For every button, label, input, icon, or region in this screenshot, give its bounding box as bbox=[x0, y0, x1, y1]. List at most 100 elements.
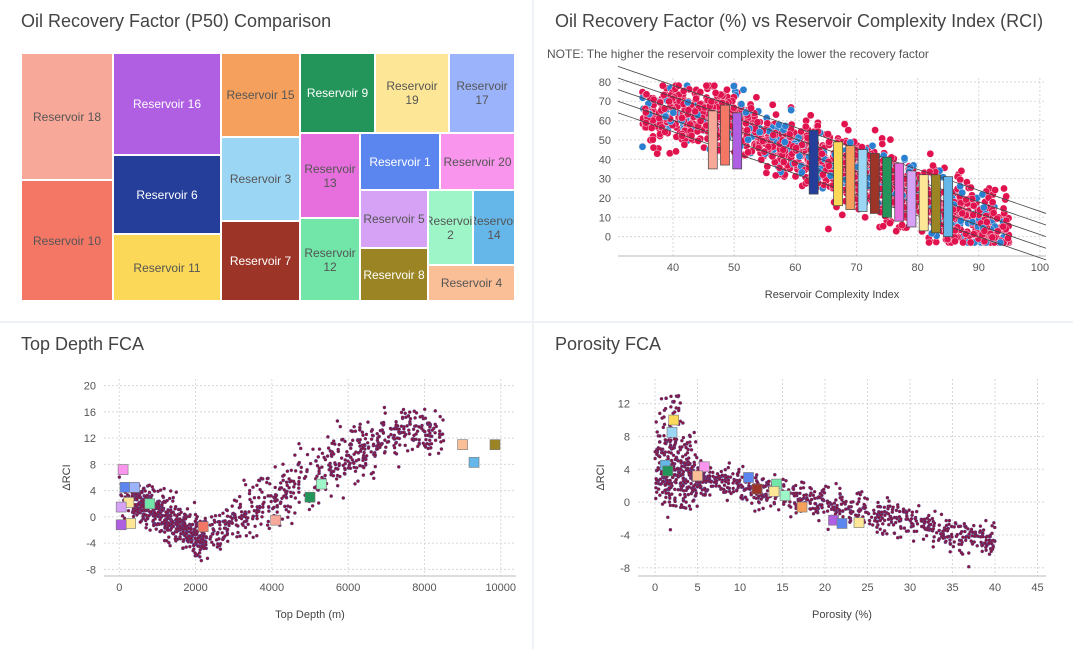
data-point bbox=[208, 523, 213, 527]
y-tick-label: -4 bbox=[620, 530, 630, 542]
y-tick-label: 60 bbox=[599, 116, 611, 128]
data-point bbox=[848, 519, 853, 523]
data-point bbox=[366, 420, 370, 424]
data-point bbox=[415, 429, 420, 433]
data-point bbox=[895, 535, 900, 540]
data-point bbox=[162, 530, 167, 534]
data-point bbox=[305, 452, 310, 457]
data-point bbox=[691, 107, 699, 116]
treemap-cell[interactable]: Reservoir 18 bbox=[21, 53, 113, 180]
treemap-cell[interactable]: Reservoir 3 bbox=[221, 137, 300, 221]
data-point bbox=[748, 486, 752, 491]
treemap-cell-label: Reservoir 11 bbox=[133, 260, 201, 275]
data-point bbox=[795, 152, 804, 161]
y-axis-label: ΔRCI bbox=[61, 464, 73, 490]
data-point bbox=[949, 532, 954, 537]
data-point bbox=[827, 504, 831, 509]
data-point bbox=[984, 535, 988, 539]
data-point bbox=[947, 518, 952, 523]
data-point bbox=[767, 479, 771, 484]
data-point bbox=[220, 537, 225, 542]
data-point bbox=[931, 527, 936, 531]
trend-lines bbox=[617, 66, 1047, 261]
data-point bbox=[680, 464, 684, 469]
data-point bbox=[871, 126, 879, 134]
data-point bbox=[260, 515, 264, 519]
data-point bbox=[956, 217, 965, 225]
data-point bbox=[707, 474, 712, 478]
data-point bbox=[411, 427, 416, 432]
data-point bbox=[776, 508, 781, 512]
data-point bbox=[297, 441, 301, 446]
data-point bbox=[186, 537, 190, 541]
data-point bbox=[174, 517, 179, 521]
treemap-cell[interactable]: Reservoir 15 bbox=[221, 53, 300, 137]
data-point bbox=[999, 204, 1008, 213]
data-point bbox=[684, 457, 689, 462]
data-point bbox=[872, 511, 877, 516]
data-point bbox=[282, 494, 286, 498]
data-point bbox=[205, 556, 210, 561]
data-point bbox=[771, 171, 780, 180]
treemap-cell[interactable]: Reservoir 19 bbox=[375, 53, 449, 133]
data-point bbox=[666, 515, 670, 520]
data-point bbox=[981, 534, 985, 539]
data-point bbox=[191, 543, 196, 548]
treemap-cell[interactable]: Reservoir 2 bbox=[428, 190, 473, 265]
treemap-cell[interactable]: Reservoir 1 bbox=[360, 133, 440, 190]
data-point bbox=[882, 505, 887, 510]
treemap-cell[interactable]: Reservoir 17 bbox=[449, 53, 515, 133]
data-point bbox=[844, 126, 853, 134]
x-tick-label: 20 bbox=[819, 582, 831, 594]
treemap-cell[interactable]: Reservoir 5 bbox=[360, 190, 428, 248]
treemap-cell[interactable]: Reservoir 4 bbox=[428, 265, 515, 301]
data-point bbox=[945, 535, 950, 539]
data-point bbox=[668, 445, 672, 449]
treemap-cell[interactable]: Reservoir 14 bbox=[473, 190, 515, 265]
data-point bbox=[299, 465, 304, 470]
data-point bbox=[325, 454, 330, 458]
data-point bbox=[991, 545, 995, 549]
data-point bbox=[196, 539, 200, 544]
treemap-cell[interactable]: Reservoir 8 bbox=[360, 248, 428, 301]
data-point bbox=[667, 486, 672, 490]
data-point bbox=[213, 520, 217, 524]
data-point bbox=[856, 500, 861, 504]
data-point bbox=[252, 508, 257, 513]
treemap-cell[interactable]: Reservoir 13 bbox=[300, 133, 360, 218]
treemap-cell[interactable]: Reservoir 16 bbox=[113, 53, 221, 155]
data-point bbox=[880, 516, 885, 520]
treemap-cell[interactable]: Reservoir 10 bbox=[21, 180, 113, 301]
treemap-cell[interactable]: Reservoir 11 bbox=[113, 234, 221, 301]
data-point bbox=[437, 429, 442, 433]
data-point bbox=[242, 512, 247, 516]
data-point bbox=[663, 441, 667, 445]
treemap-cell[interactable]: Reservoir 9 bbox=[300, 53, 375, 133]
data-point bbox=[680, 438, 684, 443]
treemap-cell[interactable]: Reservoir 20 bbox=[440, 133, 515, 190]
data-point bbox=[929, 161, 937, 170]
treemap-cell[interactable]: Reservoir 6 bbox=[113, 155, 221, 234]
data-point bbox=[939, 512, 944, 517]
data-point bbox=[970, 542, 975, 546]
data-point bbox=[978, 524, 983, 528]
data-point bbox=[223, 534, 227, 538]
data-point bbox=[176, 507, 181, 512]
data-point bbox=[358, 422, 362, 426]
x-tick-label: 70 bbox=[850, 262, 862, 274]
data-point bbox=[788, 505, 793, 509]
y-tick-label: 10 bbox=[599, 212, 611, 224]
data-point bbox=[937, 523, 942, 527]
data-point bbox=[183, 517, 188, 521]
data-point bbox=[972, 534, 977, 538]
data-point bbox=[764, 493, 768, 498]
treemap-cell[interactable]: Reservoir 7 bbox=[221, 221, 300, 301]
data-point bbox=[213, 513, 218, 518]
data-point bbox=[297, 475, 302, 480]
reservoir-marker bbox=[117, 464, 129, 475]
recovery-scatter-panel: Oil Recovery Factor (%) vs Reservoir Com… bbox=[534, 0, 1073, 321]
treemap-cell[interactable]: Reservoir 12 bbox=[300, 218, 360, 301]
data-point bbox=[133, 509, 137, 513]
data-point bbox=[927, 513, 931, 518]
data-point bbox=[689, 448, 694, 452]
